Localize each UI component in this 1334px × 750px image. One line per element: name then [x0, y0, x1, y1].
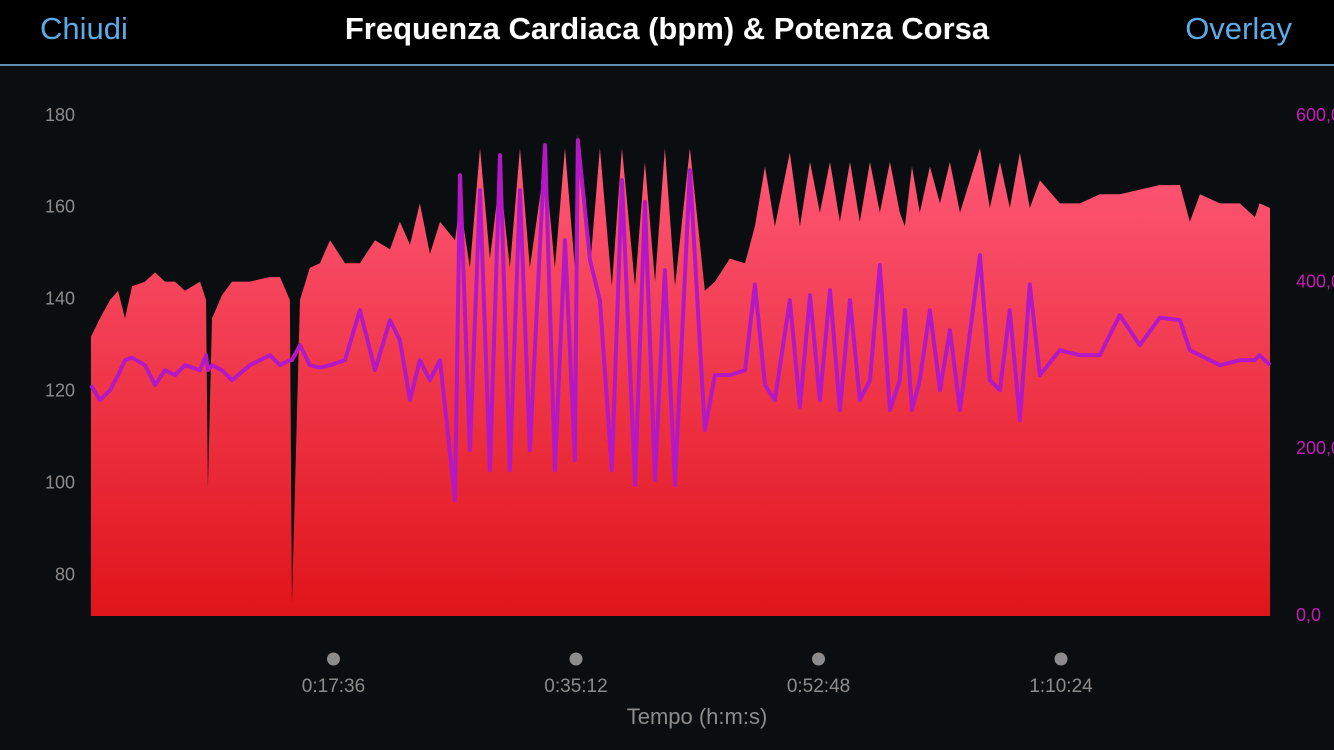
x-tick-mark — [569, 652, 583, 666]
header-bar — [0, 0, 1334, 64]
y-tick-label: 140 — [45, 289, 75, 309]
x-tick-label: 0:17:36 — [302, 676, 365, 697]
x-tick-mark — [812, 652, 826, 666]
y-tick-label: 120 — [45, 381, 75, 401]
y-tick-label: 160 — [45, 197, 75, 217]
y2-tick-label: 0,0 — [1296, 605, 1321, 625]
y-tick-label: 100 — [45, 473, 75, 493]
y-tick-label: 180 — [45, 105, 75, 125]
power-line — [89, 138, 1272, 503]
chart-title: Frequenza Cardiaca (bpm) & Potenza Corsa — [345, 11, 990, 46]
close-button[interactable]: Chiudi — [40, 11, 128, 46]
x-tick-mark — [327, 652, 341, 666]
x-tick-label: 1:10:24 — [1029, 676, 1093, 697]
x-axis-label: Tempo (h:m:s) — [627, 704, 768, 729]
y2-tick-label: 200,0 — [1296, 438, 1334, 458]
x-tick-mark — [1054, 652, 1068, 666]
x-tick-label: 0:35:12 — [544, 676, 607, 697]
y-tick-label: 80 — [55, 565, 75, 585]
y2-tick-label: 600,0 — [1296, 105, 1334, 125]
x-tick-label: 0:52:48 — [787, 676, 850, 697]
y2-tick-label: 400,0 — [1296, 271, 1334, 291]
overlay-button[interactable]: Overlay — [1185, 11, 1292, 46]
